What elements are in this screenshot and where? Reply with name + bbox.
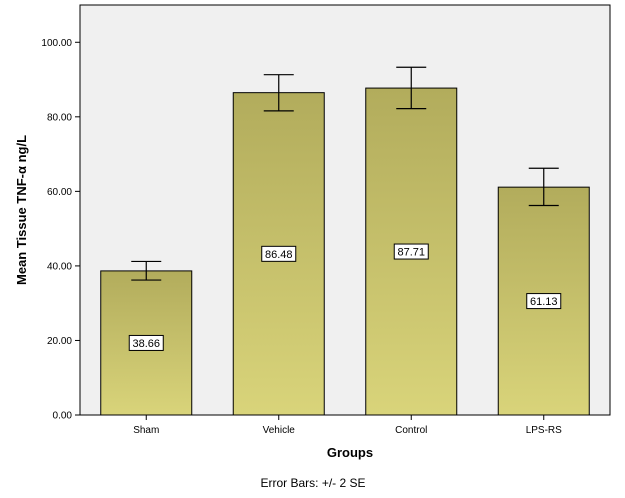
x-tick-label: LPS-RS <box>526 425 562 436</box>
x-axis-title: Groups <box>327 445 373 460</box>
data-label-box <box>261 245 297 262</box>
x-tick-label: Vehicle <box>263 425 296 436</box>
y-axis-title: Mean Tissue TNF-α ng/L <box>14 135 29 285</box>
y-tick-label: 0.00 <box>53 411 73 422</box>
y-tick-label: 40.00 <box>47 261 72 272</box>
data-label-box <box>526 293 562 310</box>
y-tick-label: 100.00 <box>41 38 72 49</box>
x-tick-label: Control <box>395 425 427 436</box>
y-tick-label: 80.00 <box>47 112 72 123</box>
data-label: 86.48 <box>265 249 293 261</box>
y-tick-label: 20.00 <box>47 336 72 347</box>
data-label-box <box>128 334 164 351</box>
error-bars-footnote: Error Bars: +/- 2 SE <box>260 476 365 490</box>
x-tick-label: Sham <box>133 425 159 436</box>
data-label-box <box>393 243 429 260</box>
data-label: 38.66 <box>132 338 160 350</box>
data-label: 87.71 <box>397 247 425 259</box>
data-label: 61.13 <box>530 296 558 308</box>
y-tick-label: 60.00 <box>47 187 72 198</box>
